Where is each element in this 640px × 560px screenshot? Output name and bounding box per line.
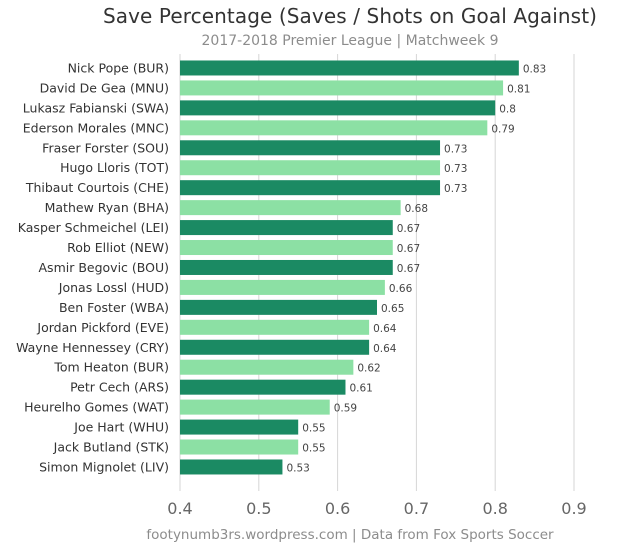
category-label: Kasper Schmeichel (LEI) <box>18 220 169 235</box>
bar-layer <box>180 60 519 475</box>
bar <box>180 180 441 196</box>
category-label: Lukasz Fabianski (SWA) <box>23 100 169 115</box>
bar <box>180 259 393 275</box>
x-tick-label: 0.7 <box>404 499 429 518</box>
value-label: 0.73 <box>444 183 467 195</box>
value-label: 0.79 <box>491 123 514 135</box>
category-label: Wayne Hennessey (CRY) <box>16 340 169 355</box>
category-label: Joe Hart (WHU) <box>73 420 169 435</box>
chart-title: Save Percentage (Saves / Shots on Goal A… <box>102 4 598 28</box>
value-label: 0.67 <box>397 223 420 235</box>
bar <box>180 439 299 455</box>
bar <box>180 240 393 256</box>
bar <box>180 160 441 176</box>
bar <box>180 379 346 395</box>
value-label: 0.8 <box>499 103 516 115</box>
value-label: 0.83 <box>523 63 546 75</box>
category-label: Ben Foster (WBA) <box>59 300 169 315</box>
bar <box>180 299 377 315</box>
tick-layer: 0.4 0.5 0.6 0.7 0.8 0.9 <box>167 499 586 518</box>
value-label: 0.64 <box>373 323 397 335</box>
category-label: Jonas Lossl (HUD) <box>58 280 169 295</box>
category-label: Hugo Lloris (TOT) <box>60 160 169 175</box>
category-label: Asmir Begovic (BOU) <box>39 260 170 275</box>
bar <box>180 120 488 136</box>
bar <box>180 399 330 415</box>
value-label: 0.53 <box>286 462 309 474</box>
value-label: 0.73 <box>444 163 467 175</box>
category-label: Rob Elliot (NEW) <box>67 240 169 255</box>
value-label: 0.68 <box>405 203 428 215</box>
value-label: 0.61 <box>349 383 372 395</box>
bar <box>180 60 519 76</box>
label-layer: Nick Pope (BUR) 0.83 David De Gea (MNU) 0.8… <box>16 60 546 474</box>
value-label: 0.67 <box>397 263 420 275</box>
bar <box>180 339 370 355</box>
bar <box>180 459 283 475</box>
category-label: Heurelho Gomes (WAT) <box>24 400 169 415</box>
value-label: 0.73 <box>444 143 467 155</box>
x-tick-label: 0.4 <box>167 499 192 518</box>
bar <box>180 279 385 295</box>
category-label: Thibaut Courtois (CHE) <box>25 180 169 195</box>
chart-caption: footynumb3rs.wordpress.com | Data from F… <box>146 527 554 543</box>
value-label: 0.55 <box>302 443 325 455</box>
bar <box>180 200 401 216</box>
value-label: 0.55 <box>302 423 325 435</box>
bar <box>180 419 299 435</box>
category-label: Petr Cech (ARS) <box>70 380 169 395</box>
x-tick-label: 0.5 <box>246 499 271 518</box>
category-label: Fraser Forster (SOU) <box>42 140 169 155</box>
bar <box>180 359 354 375</box>
value-label: 0.62 <box>357 363 380 375</box>
category-label: Mathew Ryan (BHA) <box>45 200 169 215</box>
category-label: Jordan Pickford (EVE) <box>36 320 169 335</box>
bar <box>180 220 393 236</box>
category-label: Simon Mignolet (LIV) <box>39 459 169 474</box>
bar <box>180 80 504 96</box>
value-label: 0.59 <box>334 403 357 415</box>
value-label: 0.65 <box>381 303 404 315</box>
x-tick-label: 0.8 <box>482 499 507 518</box>
value-label: 0.81 <box>507 83 530 95</box>
x-tick-label: 0.9 <box>561 499 586 518</box>
value-label: 0.64 <box>373 343 397 355</box>
x-tick-label: 0.6 <box>325 499 350 518</box>
category-label: David De Gea (MNU) <box>40 80 169 95</box>
bar <box>180 100 496 116</box>
category-label: Ederson Morales (MNC) <box>23 120 169 135</box>
bar <box>180 140 441 156</box>
bar <box>180 319 370 335</box>
category-label: Nick Pope (BUR) <box>68 60 169 75</box>
category-label: Jack Butland (STK) <box>53 440 169 455</box>
chart-subtitle: 2017-2018 Premier League | Matchweek 9 <box>201 33 499 49</box>
value-label: 0.66 <box>389 283 413 295</box>
category-label: Tom Heaton (BUR) <box>53 360 169 375</box>
value-label: 0.67 <box>397 243 420 255</box>
